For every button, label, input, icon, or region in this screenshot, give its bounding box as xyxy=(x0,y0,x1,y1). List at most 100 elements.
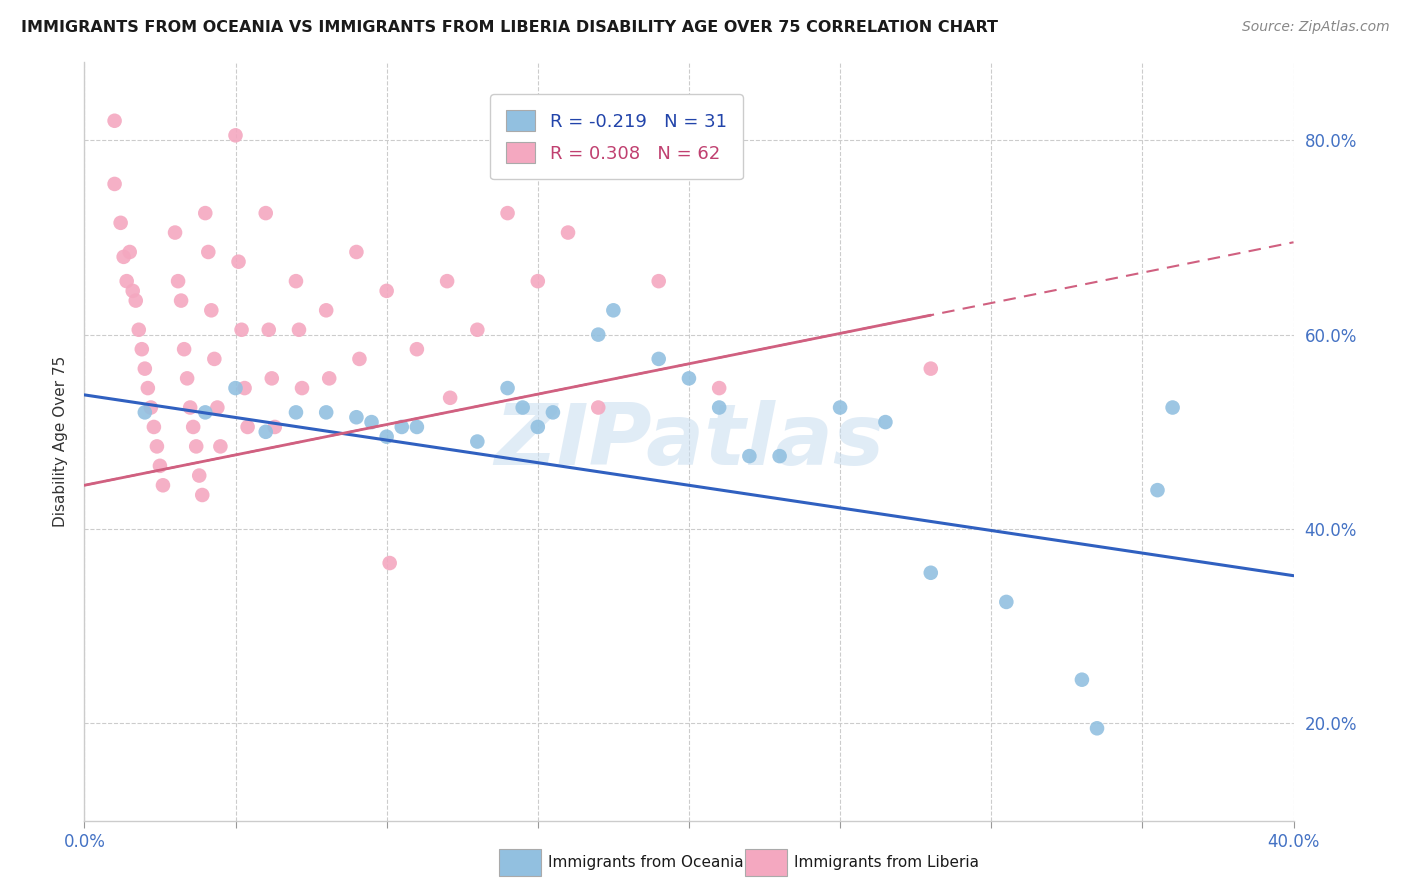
Point xyxy=(134,361,156,376)
Point xyxy=(191,488,214,502)
Point xyxy=(263,420,285,434)
Text: IMMIGRANTS FROM OCEANIA VS IMMIGRANTS FROM LIBERIA DISABILITY AGE OVER 75 CORREL: IMMIGRANTS FROM OCEANIA VS IMMIGRANTS FR… xyxy=(21,20,998,35)
Point xyxy=(467,323,489,337)
Point xyxy=(315,303,337,318)
Point xyxy=(121,284,143,298)
Point xyxy=(995,595,1018,609)
Point xyxy=(260,371,283,385)
Point xyxy=(1071,673,1094,687)
Point xyxy=(830,401,852,415)
Point xyxy=(225,128,247,143)
Point xyxy=(173,342,195,356)
Point xyxy=(406,420,429,434)
Point xyxy=(131,342,153,356)
Point xyxy=(920,361,942,376)
Point xyxy=(197,244,219,259)
Point xyxy=(648,274,671,288)
Point xyxy=(134,405,156,419)
Point xyxy=(136,381,159,395)
Point xyxy=(139,401,162,415)
Point xyxy=(176,371,198,385)
Point xyxy=(194,206,217,220)
Point xyxy=(236,420,259,434)
Point xyxy=(1161,401,1184,415)
Point xyxy=(738,449,761,463)
Point xyxy=(167,274,190,288)
Point xyxy=(231,323,253,337)
Point xyxy=(194,405,217,419)
Point xyxy=(110,216,132,230)
Text: Source: ZipAtlas.com: Source: ZipAtlas.com xyxy=(1241,20,1389,34)
Point xyxy=(179,401,201,415)
Point xyxy=(254,425,277,439)
Text: Immigrants from Liberia: Immigrants from Liberia xyxy=(794,855,980,870)
Point xyxy=(588,327,610,342)
Point xyxy=(678,371,700,385)
Point xyxy=(146,439,169,453)
Point xyxy=(285,274,308,288)
Point xyxy=(512,401,534,415)
Point xyxy=(602,303,624,318)
Legend: R = -0.219   N = 31, R = 0.308   N = 62: R = -0.219 N = 31, R = 0.308 N = 62 xyxy=(489,95,742,179)
Point xyxy=(257,323,280,337)
Point xyxy=(233,381,256,395)
Point xyxy=(439,391,461,405)
Point xyxy=(360,415,382,429)
Point xyxy=(285,405,308,419)
Point xyxy=(181,420,204,434)
Point xyxy=(588,401,610,415)
Point xyxy=(225,381,247,395)
Point xyxy=(170,293,193,308)
Point xyxy=(557,226,579,240)
Point xyxy=(1146,483,1168,497)
Point xyxy=(769,449,792,463)
Point xyxy=(207,401,229,415)
Point xyxy=(186,439,208,453)
Point xyxy=(209,439,232,453)
Point xyxy=(128,323,150,337)
Point xyxy=(496,206,519,220)
Point xyxy=(375,284,398,298)
Point xyxy=(188,468,211,483)
Point xyxy=(527,420,550,434)
Point xyxy=(406,342,429,356)
Point xyxy=(920,566,942,580)
Point xyxy=(709,401,731,415)
Point xyxy=(125,293,148,308)
Point xyxy=(318,371,340,385)
Point xyxy=(349,351,371,366)
Point xyxy=(288,323,311,337)
Point xyxy=(467,434,489,449)
Point xyxy=(118,244,141,259)
Point xyxy=(378,556,401,570)
Y-axis label: Disability Age Over 75: Disability Age Over 75 xyxy=(53,356,69,527)
Point xyxy=(1085,721,1108,735)
Point xyxy=(202,351,225,366)
Point xyxy=(541,405,564,419)
Point xyxy=(875,415,897,429)
Point xyxy=(104,177,127,191)
Point xyxy=(315,405,337,419)
Point xyxy=(375,430,398,444)
Point xyxy=(112,250,135,264)
Point xyxy=(527,274,550,288)
Text: Immigrants from Oceania: Immigrants from Oceania xyxy=(548,855,744,870)
Point xyxy=(346,244,368,259)
Point xyxy=(200,303,222,318)
Point xyxy=(149,458,172,473)
Point xyxy=(152,478,174,492)
Point xyxy=(346,410,368,425)
Point xyxy=(115,274,138,288)
Point xyxy=(228,254,250,268)
Point xyxy=(142,420,165,434)
Point xyxy=(291,381,314,395)
Point xyxy=(496,381,519,395)
Point xyxy=(104,113,127,128)
Point xyxy=(648,351,671,366)
Point xyxy=(165,226,187,240)
Point xyxy=(391,420,413,434)
Point xyxy=(254,206,277,220)
Text: ZIPatlas: ZIPatlas xyxy=(494,400,884,483)
Point xyxy=(709,381,731,395)
Point xyxy=(436,274,458,288)
